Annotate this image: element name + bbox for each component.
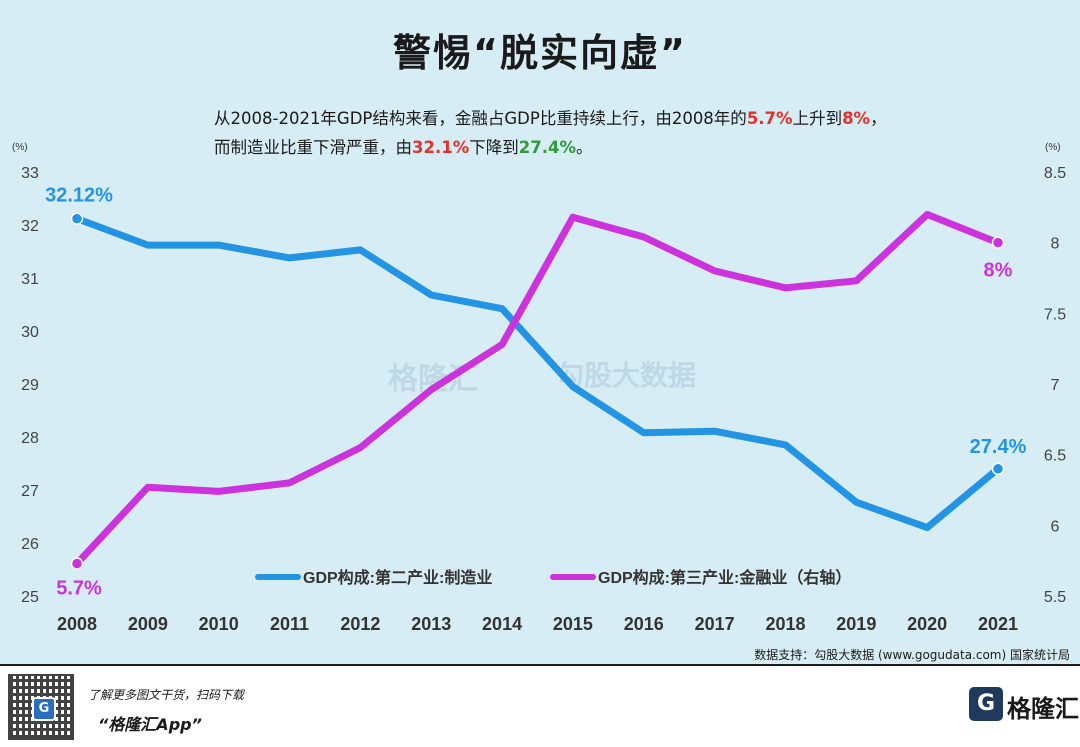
qr-logo-icon: G [32,697,56,721]
subtitle-line-2: 而制造业比重下滑严重，由32.1%下降到27.4%。 [214,133,894,162]
subtitle: 从2008-2021年GDP结构来看，金融占GDP比重持续上行，由2008年的5… [214,104,894,162]
right-axis-tick: 6.5 [1044,448,1066,465]
brand-logo-icon: G [969,687,1003,721]
x-axis-tick: 2010 [199,614,239,634]
series-line-1 [73,210,1002,567]
left-axis-unit: (%) [12,142,28,153]
left-axis-tick: 32 [21,218,39,235]
legend-label: GDP构成:第二产业:制造业 [303,568,492,587]
annotation-point [70,557,84,570]
subtitle-line-1: 从2008-2021年GDP结构来看，金融占GDP比重持续上行，由2008年的5… [214,104,894,133]
subtitle-text: 上升到 [792,109,843,128]
x-axis-tick: 2021 [978,614,1018,634]
page-title: 警惕“脱实向虚” [393,31,687,75]
left-axis-tick: 33 [21,165,39,182]
right-axis-tick: 8.5 [1044,165,1066,182]
x-axis-tick: 2018 [765,614,805,634]
x-axis-tick: 2015 [553,614,593,634]
x-axis-tick: 2019 [836,614,876,634]
annotation-point [991,462,1005,476]
subtitle-text: ， [870,109,887,128]
footer-app-name: “格隆汇App” [98,715,202,734]
right-axis-tick: 5.5 [1044,589,1066,606]
subtitle-text: 从2008-2021年GDP结构来看，金融占GDP比重持续上行，由2008年的 [214,109,747,128]
right-axis-tick: 8 [1051,236,1060,253]
right-axis-tick: 7.5 [1044,306,1066,323]
x-axis-tick: 2012 [340,614,380,634]
right-axis-unit: (%) [1045,142,1061,153]
x-axis-tick: 2020 [907,614,947,634]
left-axis-tick: 30 [21,324,39,341]
right-axis-tick: 7 [1051,377,1060,394]
annotation-point [70,212,84,225]
brand-logo-text: 格隆汇 [1007,695,1079,723]
manufacturing-2021-value: 27.4% [518,138,576,157]
left-axis-tick: 25 [21,589,39,606]
legend-label: GDP构成:第三产业:金融业（右轴） [598,568,851,587]
subtitle-text: 而制造业比重下滑严重，由 [214,138,412,157]
source-note: 数据支持：勾股大数据 (www.gogudata.com) 国家统计局 [754,648,1070,662]
series-line-0 [73,215,1002,532]
footer-caption: 了解更多图文干货，扫码下载 [88,688,245,702]
x-axis-tick: 2014 [482,614,522,634]
data-label: 32.12% [45,185,113,207]
x-axis-tick: 2009 [128,614,168,634]
finance-2021-value: 8% [842,109,871,128]
subtitle-text: 下降到 [469,138,519,157]
data-label: 5.7% [56,577,102,599]
watermark-gogudata: 勾股大数据 [556,359,697,392]
finance-2008-value: 5.7% [746,109,793,128]
x-axis-tick: 2008 [57,614,97,634]
left-axis-tick: 31 [21,271,39,288]
annotation-point [991,236,1005,249]
left-axis-tick: 28 [21,430,39,447]
left-axis-tick: 26 [21,536,39,553]
x-axis-tick: 2016 [624,614,664,634]
left-axis-tick: 27 [21,483,39,500]
x-axis-tick: 2011 [270,614,309,634]
manufacturing-2008-value: 32.1% [412,138,470,157]
left-axis-tick: 29 [21,377,39,394]
footer [0,666,1080,747]
x-axis-tick: 2013 [411,614,451,634]
x-axis-tick: 2017 [695,614,735,634]
footer-divider [0,664,1080,666]
right-axis-tick: 6 [1051,518,1060,535]
data-label: 27.4% [970,436,1027,458]
data-label: 8% [984,260,1013,282]
subtitle-text: 。 [576,138,593,157]
